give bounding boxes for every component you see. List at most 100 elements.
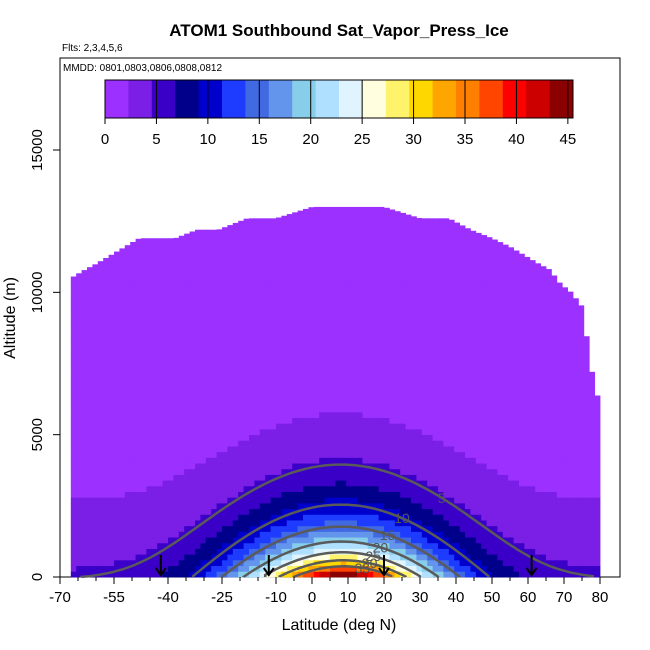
heatmap-cell bbox=[189, 280, 196, 288]
heatmap-cell bbox=[427, 491, 433, 498]
heatmap-cell bbox=[232, 417, 239, 424]
heatmap-cell bbox=[189, 434, 196, 441]
heatmap-cell bbox=[394, 269, 401, 276]
heatmap-cell bbox=[184, 525, 190, 532]
heatmap-cell bbox=[103, 485, 109, 492]
heatmap-cell bbox=[124, 502, 131, 510]
heatmap-cell bbox=[114, 360, 120, 367]
heatmap-cell bbox=[227, 280, 234, 288]
heatmap-cell bbox=[389, 354, 396, 362]
heatmap-cell bbox=[195, 451, 201, 458]
heatmap-cell bbox=[421, 337, 428, 344]
heatmap-cell bbox=[351, 360, 358, 367]
heatmap-cell bbox=[238, 406, 244, 413]
heatmap-cell bbox=[313, 537, 320, 544]
heatmap-cell bbox=[443, 400, 450, 407]
heatmap-cell bbox=[324, 269, 331, 276]
heatmap-cell bbox=[276, 218, 282, 225]
heatmap-cell bbox=[232, 383, 239, 390]
heatmap-cell bbox=[443, 434, 450, 441]
heatmap-cell bbox=[108, 520, 115, 527]
heatmap-cell bbox=[157, 315, 163, 322]
heatmap-cell bbox=[481, 360, 487, 367]
heatmap-cell bbox=[475, 343, 482, 350]
heatmap-cell bbox=[421, 280, 428, 288]
heatmap-cell bbox=[502, 565, 509, 572]
heatmap-cell bbox=[324, 349, 331, 356]
heatmap-cell bbox=[340, 320, 347, 327]
heatmap-cell bbox=[432, 366, 439, 373]
heatmap-cell bbox=[216, 372, 223, 379]
heatmap-cell bbox=[135, 514, 142, 521]
heatmap-cell bbox=[502, 411, 509, 418]
heatmap-cell bbox=[303, 480, 309, 487]
heatmap-cell bbox=[216, 514, 223, 521]
heatmap-cell bbox=[205, 520, 212, 527]
heatmap-cell bbox=[454, 423, 460, 430]
heatmap-cell bbox=[81, 309, 88, 316]
heatmap-cell bbox=[108, 280, 115, 288]
heatmap-cell bbox=[119, 525, 126, 532]
heatmap-cell bbox=[448, 292, 455, 299]
heatmap-cell bbox=[308, 565, 315, 572]
heatmap-cell bbox=[330, 241, 336, 248]
heatmap-cell bbox=[497, 559, 504, 567]
heatmap-cell bbox=[427, 554, 433, 561]
heatmap-cell bbox=[135, 531, 142, 538]
heatmap-cell bbox=[454, 360, 460, 367]
heatmap-cell bbox=[330, 360, 336, 367]
heatmap-cell bbox=[335, 537, 342, 544]
heatmap-cell bbox=[330, 565, 336, 572]
heatmap-cell bbox=[70, 423, 77, 430]
heatmap-cell bbox=[146, 537, 153, 544]
heatmap-cell bbox=[465, 446, 471, 453]
heatmap-cell bbox=[319, 212, 325, 219]
heatmap-cell bbox=[384, 315, 390, 322]
heatmap-cell bbox=[297, 383, 304, 390]
heatmap-cell bbox=[351, 366, 358, 373]
heatmap-cell bbox=[492, 542, 498, 549]
heatmap-cell bbox=[346, 372, 352, 379]
heatmap-cell bbox=[292, 224, 298, 231]
heatmap-cell bbox=[200, 258, 207, 265]
heatmap-cell bbox=[389, 400, 396, 407]
heatmap-cell bbox=[243, 263, 250, 270]
heatmap-cell bbox=[227, 451, 234, 458]
heatmap-cell bbox=[324, 235, 331, 242]
heatmap-cell bbox=[324, 241, 331, 248]
heatmap-cell bbox=[416, 343, 423, 350]
heatmap-cell bbox=[227, 372, 234, 379]
heatmap-cell bbox=[227, 241, 234, 248]
heatmap-cell bbox=[497, 565, 504, 572]
heatmap-cell bbox=[265, 366, 271, 373]
heatmap-cell bbox=[238, 349, 244, 356]
heatmap-cell bbox=[421, 360, 428, 367]
heatmap-cell bbox=[195, 502, 201, 510]
heatmap-cell bbox=[135, 366, 142, 373]
heatmap-cell bbox=[184, 440, 190, 447]
heatmap-cell bbox=[319, 286, 325, 293]
heatmap-cell bbox=[243, 224, 250, 231]
heatmap-cell bbox=[124, 559, 131, 567]
heatmap-cell bbox=[216, 332, 223, 339]
heatmap-cell bbox=[92, 520, 99, 527]
heatmap-cell bbox=[130, 440, 136, 447]
heatmap-cell bbox=[108, 269, 115, 276]
heatmap-cell bbox=[367, 377, 374, 384]
heatmap-cell bbox=[87, 372, 93, 379]
heatmap-cell bbox=[421, 349, 428, 356]
heatmap-cell bbox=[427, 531, 433, 538]
heatmap-cell bbox=[119, 298, 126, 305]
heatmap-cell bbox=[308, 349, 315, 356]
heatmap-cell bbox=[346, 394, 352, 401]
heatmap-cell bbox=[281, 457, 288, 464]
heatmap-cell bbox=[157, 474, 163, 481]
heatmap-cell bbox=[195, 229, 201, 236]
heatmap-cell bbox=[249, 468, 255, 475]
heatmap-cell bbox=[162, 252, 169, 259]
heatmap-cell bbox=[222, 411, 228, 418]
heatmap-cell bbox=[378, 212, 385, 219]
heatmap-cell bbox=[103, 434, 109, 441]
heatmap-cell bbox=[378, 372, 385, 379]
